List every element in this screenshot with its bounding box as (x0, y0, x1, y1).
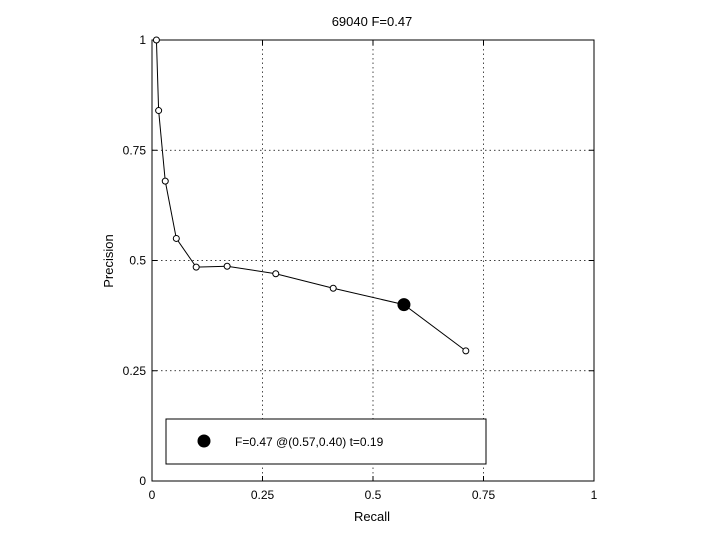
pr-curve-point (223, 262, 231, 270)
x-tick-label: 1 (591, 488, 598, 502)
y-tick-label: 0 (139, 474, 146, 488)
pr-curve-line (155, 39, 467, 352)
y-tick-label: 0.75 (123, 143, 147, 157)
pr-curve-point (272, 270, 280, 278)
axis-ticks: 0 0.25 0.5 0.75 1 0 0.25 0.5 0.75 1 (123, 33, 598, 502)
y-tick-label: 0.25 (123, 364, 147, 378)
y-axis-label: Precision (101, 234, 116, 287)
pr-curve-point (329, 284, 337, 292)
x-axis-label: Recall (354, 509, 390, 524)
legend: F=0.47 @(0.57,0.40) t=0.19 (165, 418, 487, 465)
x-tick-label: 0.75 (472, 488, 496, 502)
legend-marker (197, 434, 211, 448)
legend-text: F=0.47 @(0.57,0.40) t=0.19 (235, 435, 384, 449)
x-tick-label: 0 (149, 488, 156, 502)
y-tick-label: 1 (139, 33, 146, 47)
best-f-point (397, 298, 411, 312)
chart-title: 69040 F=0.47 (332, 14, 413, 29)
grid-lines (152, 40, 594, 481)
pr-curve-point (155, 107, 163, 115)
pr-curve-point (152, 36, 160, 44)
pr-curve-point (462, 347, 470, 355)
legend-box (165, 418, 487, 465)
pr-curve-point (161, 177, 169, 185)
x-tick-label: 0.25 (251, 488, 275, 502)
pr-curve-point (172, 234, 180, 242)
y-tick-label: 0.5 (129, 254, 146, 268)
pr-curve-point (192, 263, 200, 271)
pr-curve (152, 36, 470, 355)
x-tick-label: 0.5 (365, 488, 382, 502)
